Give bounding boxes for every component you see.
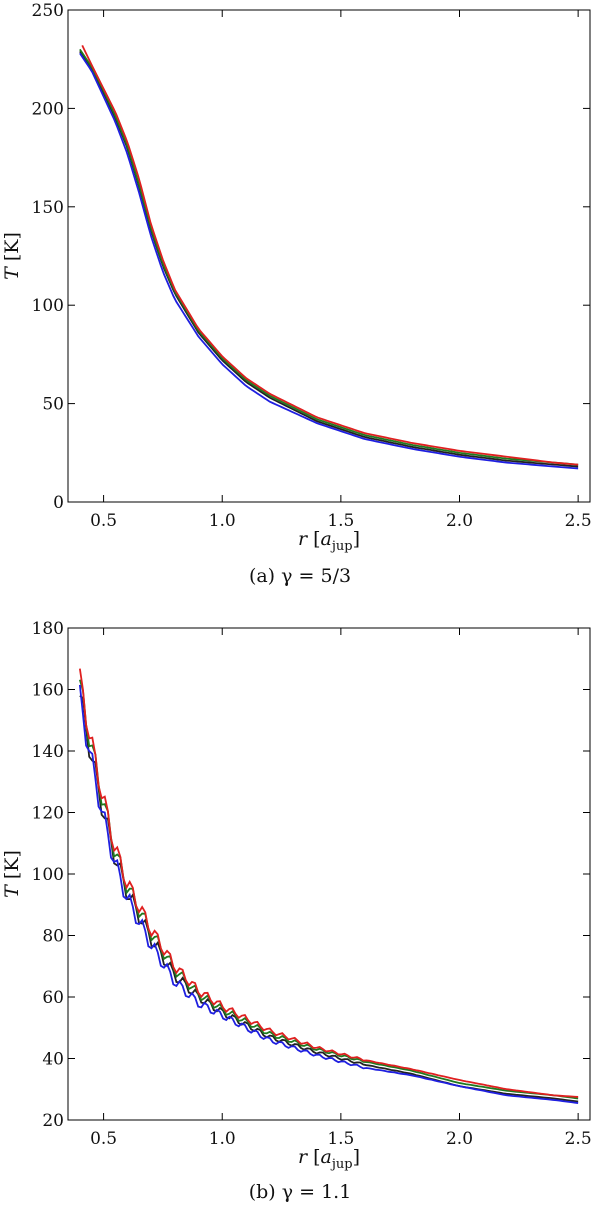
y-axis-label: T [K]	[1, 232, 23, 280]
y-tick-label: 200	[32, 99, 64, 119]
y-tick-label: 160	[32, 681, 64, 701]
x-axis: 0.5 1.0 1.5 2.0 2.5	[90, 10, 592, 531]
x-axis-label: r [ajup]	[298, 528, 360, 554]
panel-a-chart: 0 50 100 150 200 250 0.5 1.0 1.5 2.0 2.5 r [ajup] T …	[1, 1, 592, 587]
y-tick-label: 120	[32, 804, 64, 824]
series-line-1	[79, 694, 579, 1103]
x-axis: 0.5 1.0 1.5 2.0 2.5	[90, 628, 592, 1149]
y-axis-label: T [K]	[1, 850, 23, 898]
y-axis: 0 50 100 150 200 250	[32, 1, 590, 513]
series-line-2	[79, 48, 579, 466]
x-tick-label: 1.5	[327, 511, 354, 531]
y-tick-label: 150	[32, 198, 64, 218]
x-tick-label: 1.5	[327, 1129, 354, 1149]
x-axis-label: r [ajup]	[298, 1146, 360, 1172]
series-line-4	[79, 52, 579, 470]
series-group	[78, 668, 579, 1105]
series-line-4	[78, 684, 579, 1105]
series-line-1	[79, 50, 579, 468]
panel-caption: (b) γ = 1.1	[249, 1181, 352, 1203]
y-tick-label: 20	[42, 1111, 64, 1131]
series-line-3	[81, 45, 579, 466]
x-tick-label: 1.0	[209, 511, 236, 531]
y-tick-label: 80	[42, 927, 64, 947]
x-tick-label: 2.5	[565, 511, 592, 531]
y-tick-label: 100	[32, 296, 64, 316]
y-tick-label: 180	[32, 619, 64, 639]
x-tick-label: 0.5	[90, 1129, 117, 1149]
series-line-3	[78, 668, 579, 1098]
x-tick-label: 2.0	[446, 511, 473, 531]
panel-b-chart: 20 40 60 80 100 120 140 160 180 0.5 1.0 1.5 2.0 2.5 r …	[1, 619, 592, 1203]
x-tick-label: 2.5	[565, 1129, 592, 1149]
y-tick-label: 250	[32, 1, 64, 21]
plot-frame	[67, 627, 591, 1121]
y-tick-label: 100	[32, 865, 64, 885]
x-tick-label: 2.0	[446, 1129, 473, 1149]
series-group	[79, 45, 579, 470]
y-tick-label: 40	[42, 1050, 64, 1070]
y-tick-label: 140	[32, 742, 64, 762]
y-axis: 20 40 60 80 100 120 140 160 180	[32, 619, 590, 1131]
panel-caption: (a) γ = 5/3	[249, 565, 351, 587]
y-tick-label: 0	[53, 493, 64, 513]
y-tick-label: 50	[42, 395, 64, 415]
y-tick-label: 60	[42, 988, 64, 1008]
plot-frame	[67, 9, 591, 503]
x-tick-label: 0.5	[90, 511, 117, 531]
series-line-2	[78, 679, 579, 1100]
x-tick-label: 1.0	[209, 1129, 236, 1149]
